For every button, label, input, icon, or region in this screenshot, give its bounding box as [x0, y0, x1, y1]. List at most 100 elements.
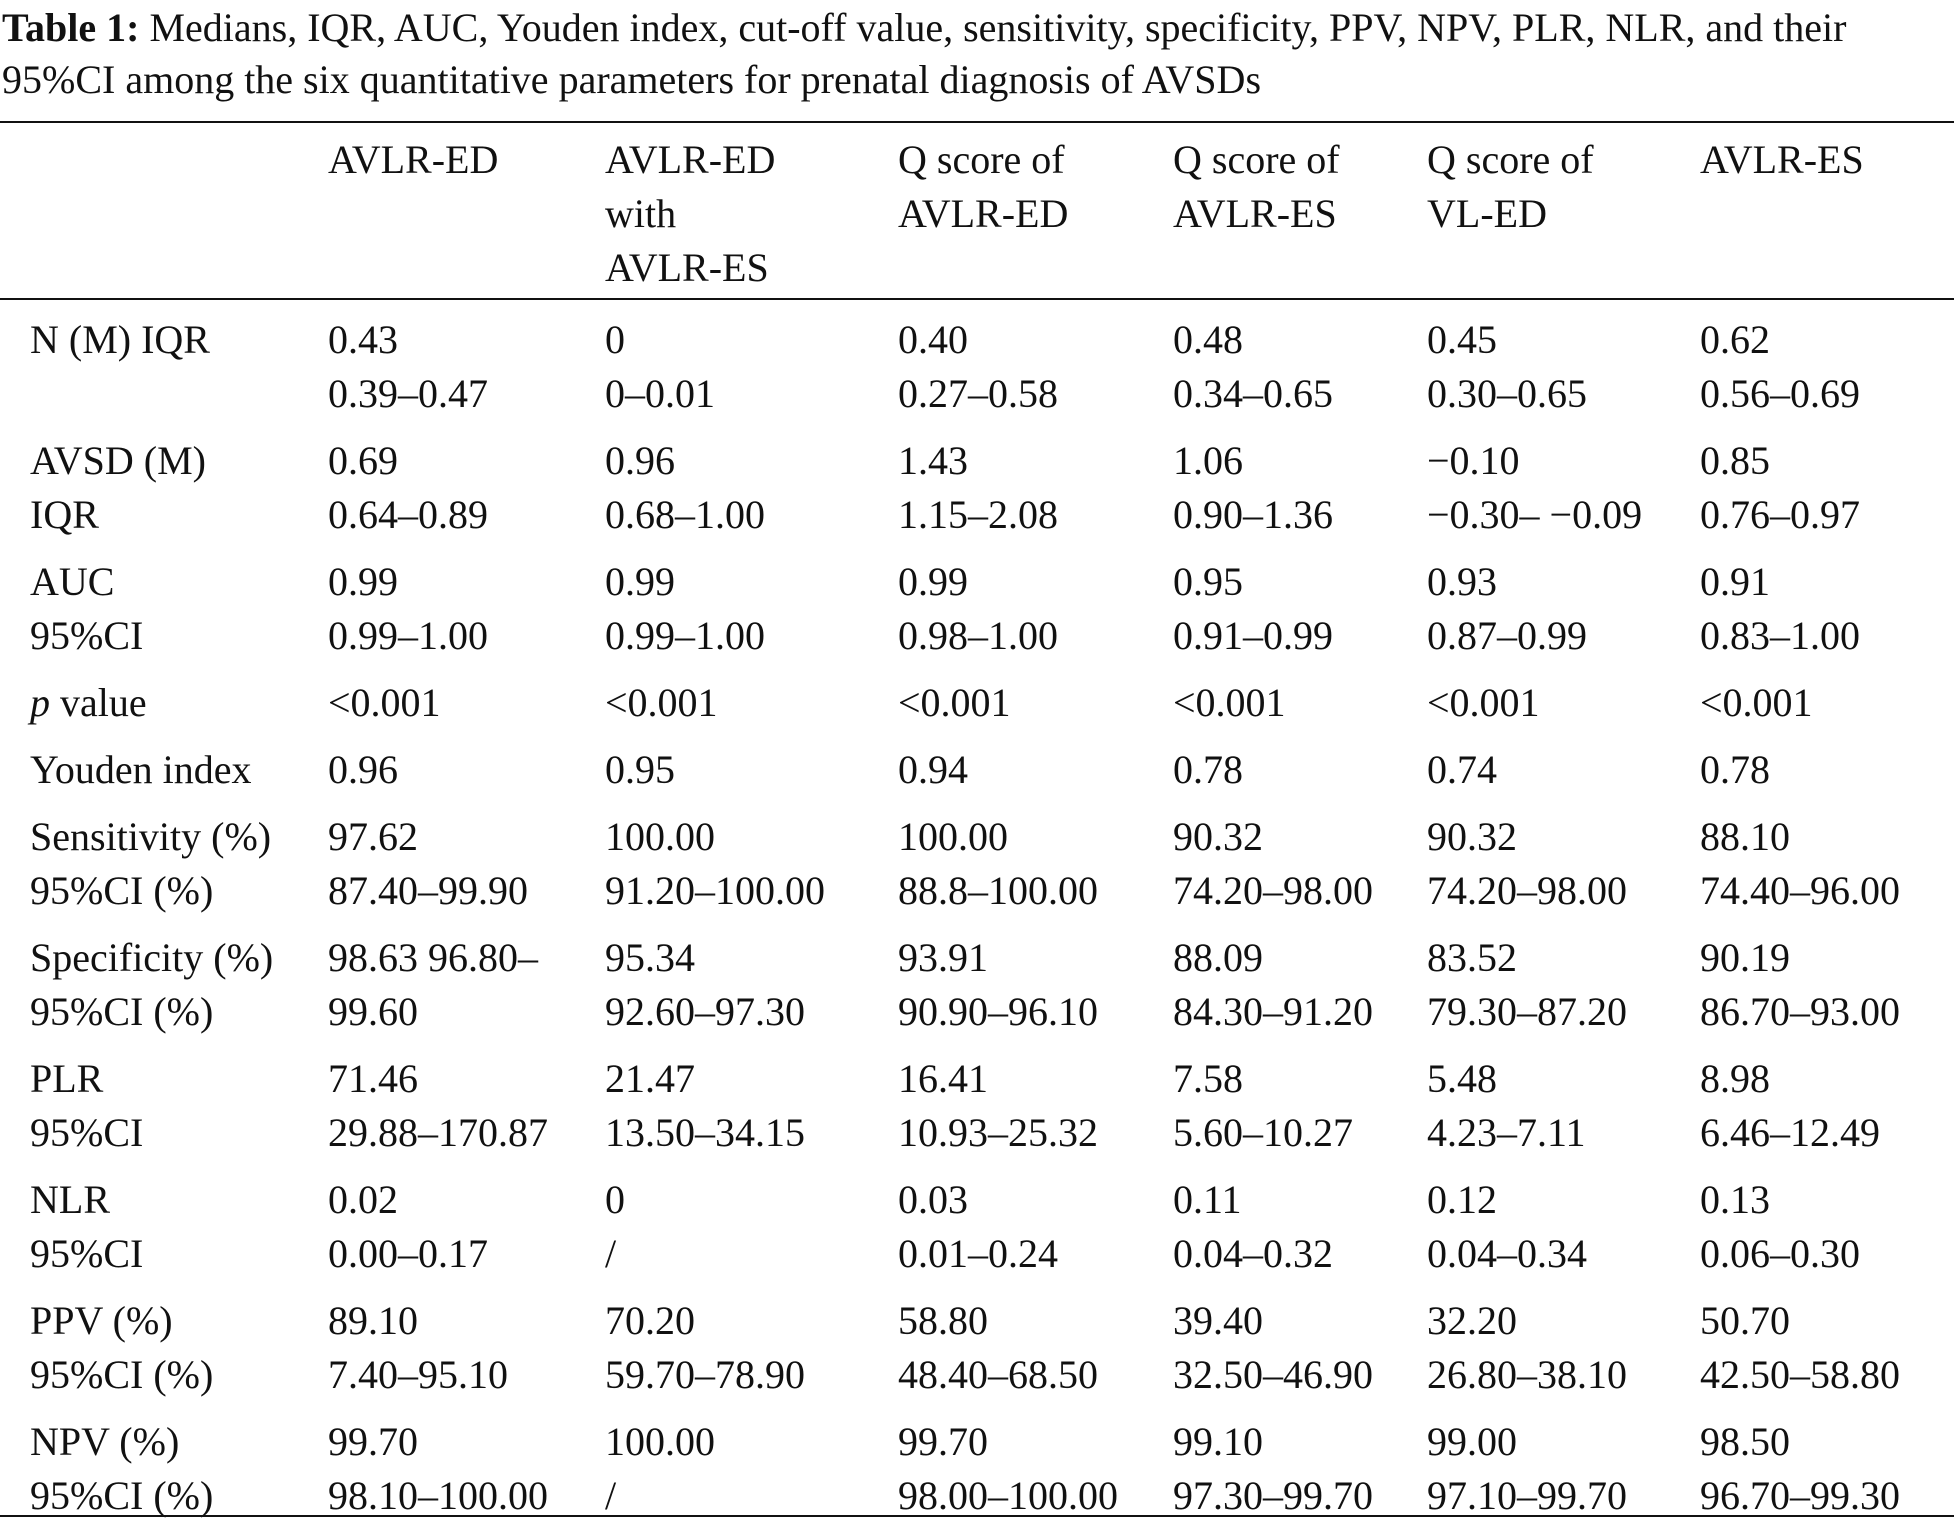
- row-label: AVSD (M) IQR: [30, 434, 206, 542]
- table-cell-line: 0.99: [328, 559, 398, 604]
- table-cell-line: 100.00: [605, 814, 715, 859]
- header-rule: [0, 298, 1954, 300]
- table-cell: 0/: [605, 1173, 625, 1281]
- table-cell-line: 7.58: [1173, 1056, 1243, 1101]
- row-label-line: N (M) IQR: [30, 317, 210, 362]
- table-cell-line: 0.91–0.99: [1173, 613, 1333, 658]
- table-cell: 5.48 4.23–7.11: [1427, 1052, 1586, 1160]
- table-cell-line: 88.8–100.00: [898, 868, 1098, 913]
- table-cell: 0.99 0.98–1.00: [898, 555, 1058, 663]
- table-cell: 99.70 98.00–100.00: [898, 1415, 1118, 1523]
- table-cell: <0.001: [1427, 676, 1540, 730]
- table-cell-line: 6.46–12.49: [1700, 1110, 1880, 1155]
- column-header-4-line: AVLR-ES: [1173, 191, 1337, 236]
- row-label: p value: [30, 676, 147, 730]
- row-label-line: 95%CI (%): [30, 868, 214, 913]
- row-label-line: AVSD (M): [30, 438, 206, 483]
- table-cell: 0.40 0.27–0.58: [898, 313, 1058, 421]
- column-header-5-line: VL-ED: [1427, 191, 1547, 236]
- column-header-2-line: AVLR-ED: [605, 137, 776, 182]
- table-cell-line: 0: [605, 317, 625, 362]
- table-cell-line: 83.52: [1427, 935, 1517, 980]
- table-cell-line: 0.96: [328, 747, 398, 792]
- table-cell-line: 100.00: [898, 814, 1008, 859]
- table-cell-line: 87.40–99.90: [328, 868, 528, 913]
- table-cell: 8.98 6.46–12.49: [1700, 1052, 1880, 1160]
- row-label-line: 95%CI (%): [30, 1473, 214, 1518]
- row-label-line: 95%CI: [30, 1231, 144, 1276]
- table-cell-line: 99.60: [328, 989, 418, 1034]
- table-cell: 0.93 0.87–0.99: [1427, 555, 1587, 663]
- table-cell-line: <0.001: [605, 680, 718, 725]
- table-cell-line: 74.20–98.00: [1427, 868, 1627, 913]
- table-cell-line: 5.60–10.27: [1173, 1110, 1353, 1155]
- table-cell-line: 0.94: [898, 747, 968, 792]
- table-cell-line: 7.40–95.10: [328, 1352, 508, 1397]
- table-cell-line: 0.40: [898, 317, 968, 362]
- row-label: PLR 95%CI: [30, 1052, 143, 1160]
- column-header-2-line: with: [605, 191, 677, 236]
- table-cell-line: 21.47: [605, 1056, 695, 1101]
- column-header-6-line: AVLR-ES: [1700, 137, 1864, 182]
- table-cell-line: 89.10: [328, 1298, 418, 1343]
- table-cell-line: 99.70: [898, 1419, 988, 1464]
- column-header-3-line: AVLR-ED: [898, 191, 1069, 236]
- table-cell-line: 79.30–87.20: [1427, 989, 1627, 1034]
- row-label-line: 95%CI (%): [30, 989, 214, 1034]
- table-cell-line: 1.06: [1173, 438, 1243, 483]
- table-cell: 1.43 1.15–2.08: [898, 434, 1058, 542]
- table-cell-line: 0: [605, 1177, 625, 1222]
- table-cell-line: 0.04–0.32: [1173, 1231, 1333, 1276]
- row-label-line: 95%CI: [30, 1110, 144, 1155]
- table-cell-line: 99.00: [1427, 1419, 1517, 1464]
- row-label-line: NPV (%): [30, 1419, 180, 1464]
- table-cell-line: 92.60–97.30: [605, 989, 805, 1034]
- table-cell-line: 96.70–99.30: [1700, 1473, 1900, 1518]
- table-cell-line: /: [605, 1473, 617, 1518]
- table-cell: 100.00 88.8–100.00: [898, 810, 1098, 918]
- table-cell-line: 0.27–0.58: [898, 371, 1058, 416]
- row-label-line: PPV (%): [30, 1298, 173, 1343]
- table-cell-line: 88.09: [1173, 935, 1263, 980]
- row-label: PPV (%) 95%CI (%): [30, 1294, 213, 1402]
- table-cell-line: 1.43: [898, 438, 968, 483]
- table-cell: 0.11 0.04–0.32: [1173, 1173, 1333, 1281]
- table-cell: 50.70 42.50–58.80: [1700, 1294, 1900, 1402]
- table-cell-line: 0.99: [898, 559, 968, 604]
- table-cell: 0.48 0.34–0.65: [1173, 313, 1333, 421]
- table-cell-line: 13.50–34.15: [605, 1110, 805, 1155]
- table-cell-line: 0.85: [1700, 438, 1770, 483]
- table-cell-line: 0.95: [605, 747, 675, 792]
- table-cell: 0.45 0.30–0.65: [1427, 313, 1587, 421]
- row-label: Specificity (%) 95%CI (%): [30, 931, 273, 1039]
- bottom-rule: [0, 1515, 1954, 1517]
- column-header-2-line: AVLR-ES: [605, 245, 769, 290]
- table-cell-line: 8.98: [1700, 1056, 1770, 1101]
- table-cell: 99.10 97.30–99.70: [1173, 1415, 1373, 1523]
- table-cell-line: 0.00–0.17: [328, 1231, 488, 1276]
- table-cell-line: 97.10–99.70: [1427, 1473, 1627, 1518]
- table-cell-line: 90.19: [1700, 935, 1790, 980]
- table-cell: 0 0–0.01: [605, 313, 715, 421]
- table-cell-line: 0.78: [1173, 747, 1243, 792]
- table-cell: 99.70 98.10–100.00: [328, 1415, 548, 1523]
- row-label: NPV (%) 95%CI (%): [30, 1415, 213, 1523]
- table-cell-line: 0.64–0.89: [328, 492, 488, 537]
- row-label-line: 95%CI: [30, 613, 144, 658]
- table-cell-line: 48.40–68.50: [898, 1352, 1098, 1397]
- table-cell-line: 29.88–170.87: [328, 1110, 548, 1155]
- table-cell: 90.19 86.70–93.00: [1700, 931, 1900, 1039]
- table-cell: 0.95 0.91–0.99: [1173, 555, 1333, 663]
- table-cell: 0.96 0.68–1.00: [605, 434, 765, 542]
- caption-text: Medians, IQR, AUC, Youden index, cut-off…: [2, 5, 1847, 102]
- table-cell-line: 1.15–2.08: [898, 492, 1058, 537]
- table-cell: 0.85 0.76–0.97: [1700, 434, 1860, 542]
- caption-label: Table 1:: [2, 5, 140, 50]
- table-cell: 89.10 7.40–95.10: [328, 1294, 508, 1402]
- table-cell-line: −0.10: [1427, 438, 1520, 483]
- table-cell-line: 0.13: [1700, 1177, 1770, 1222]
- table-cell-line: 0.04–0.34: [1427, 1231, 1587, 1276]
- table-cell-line: 0.43: [328, 317, 398, 362]
- table-cell: 83.52 79.30–87.20: [1427, 931, 1627, 1039]
- table-cell-line: 0.74: [1427, 747, 1497, 792]
